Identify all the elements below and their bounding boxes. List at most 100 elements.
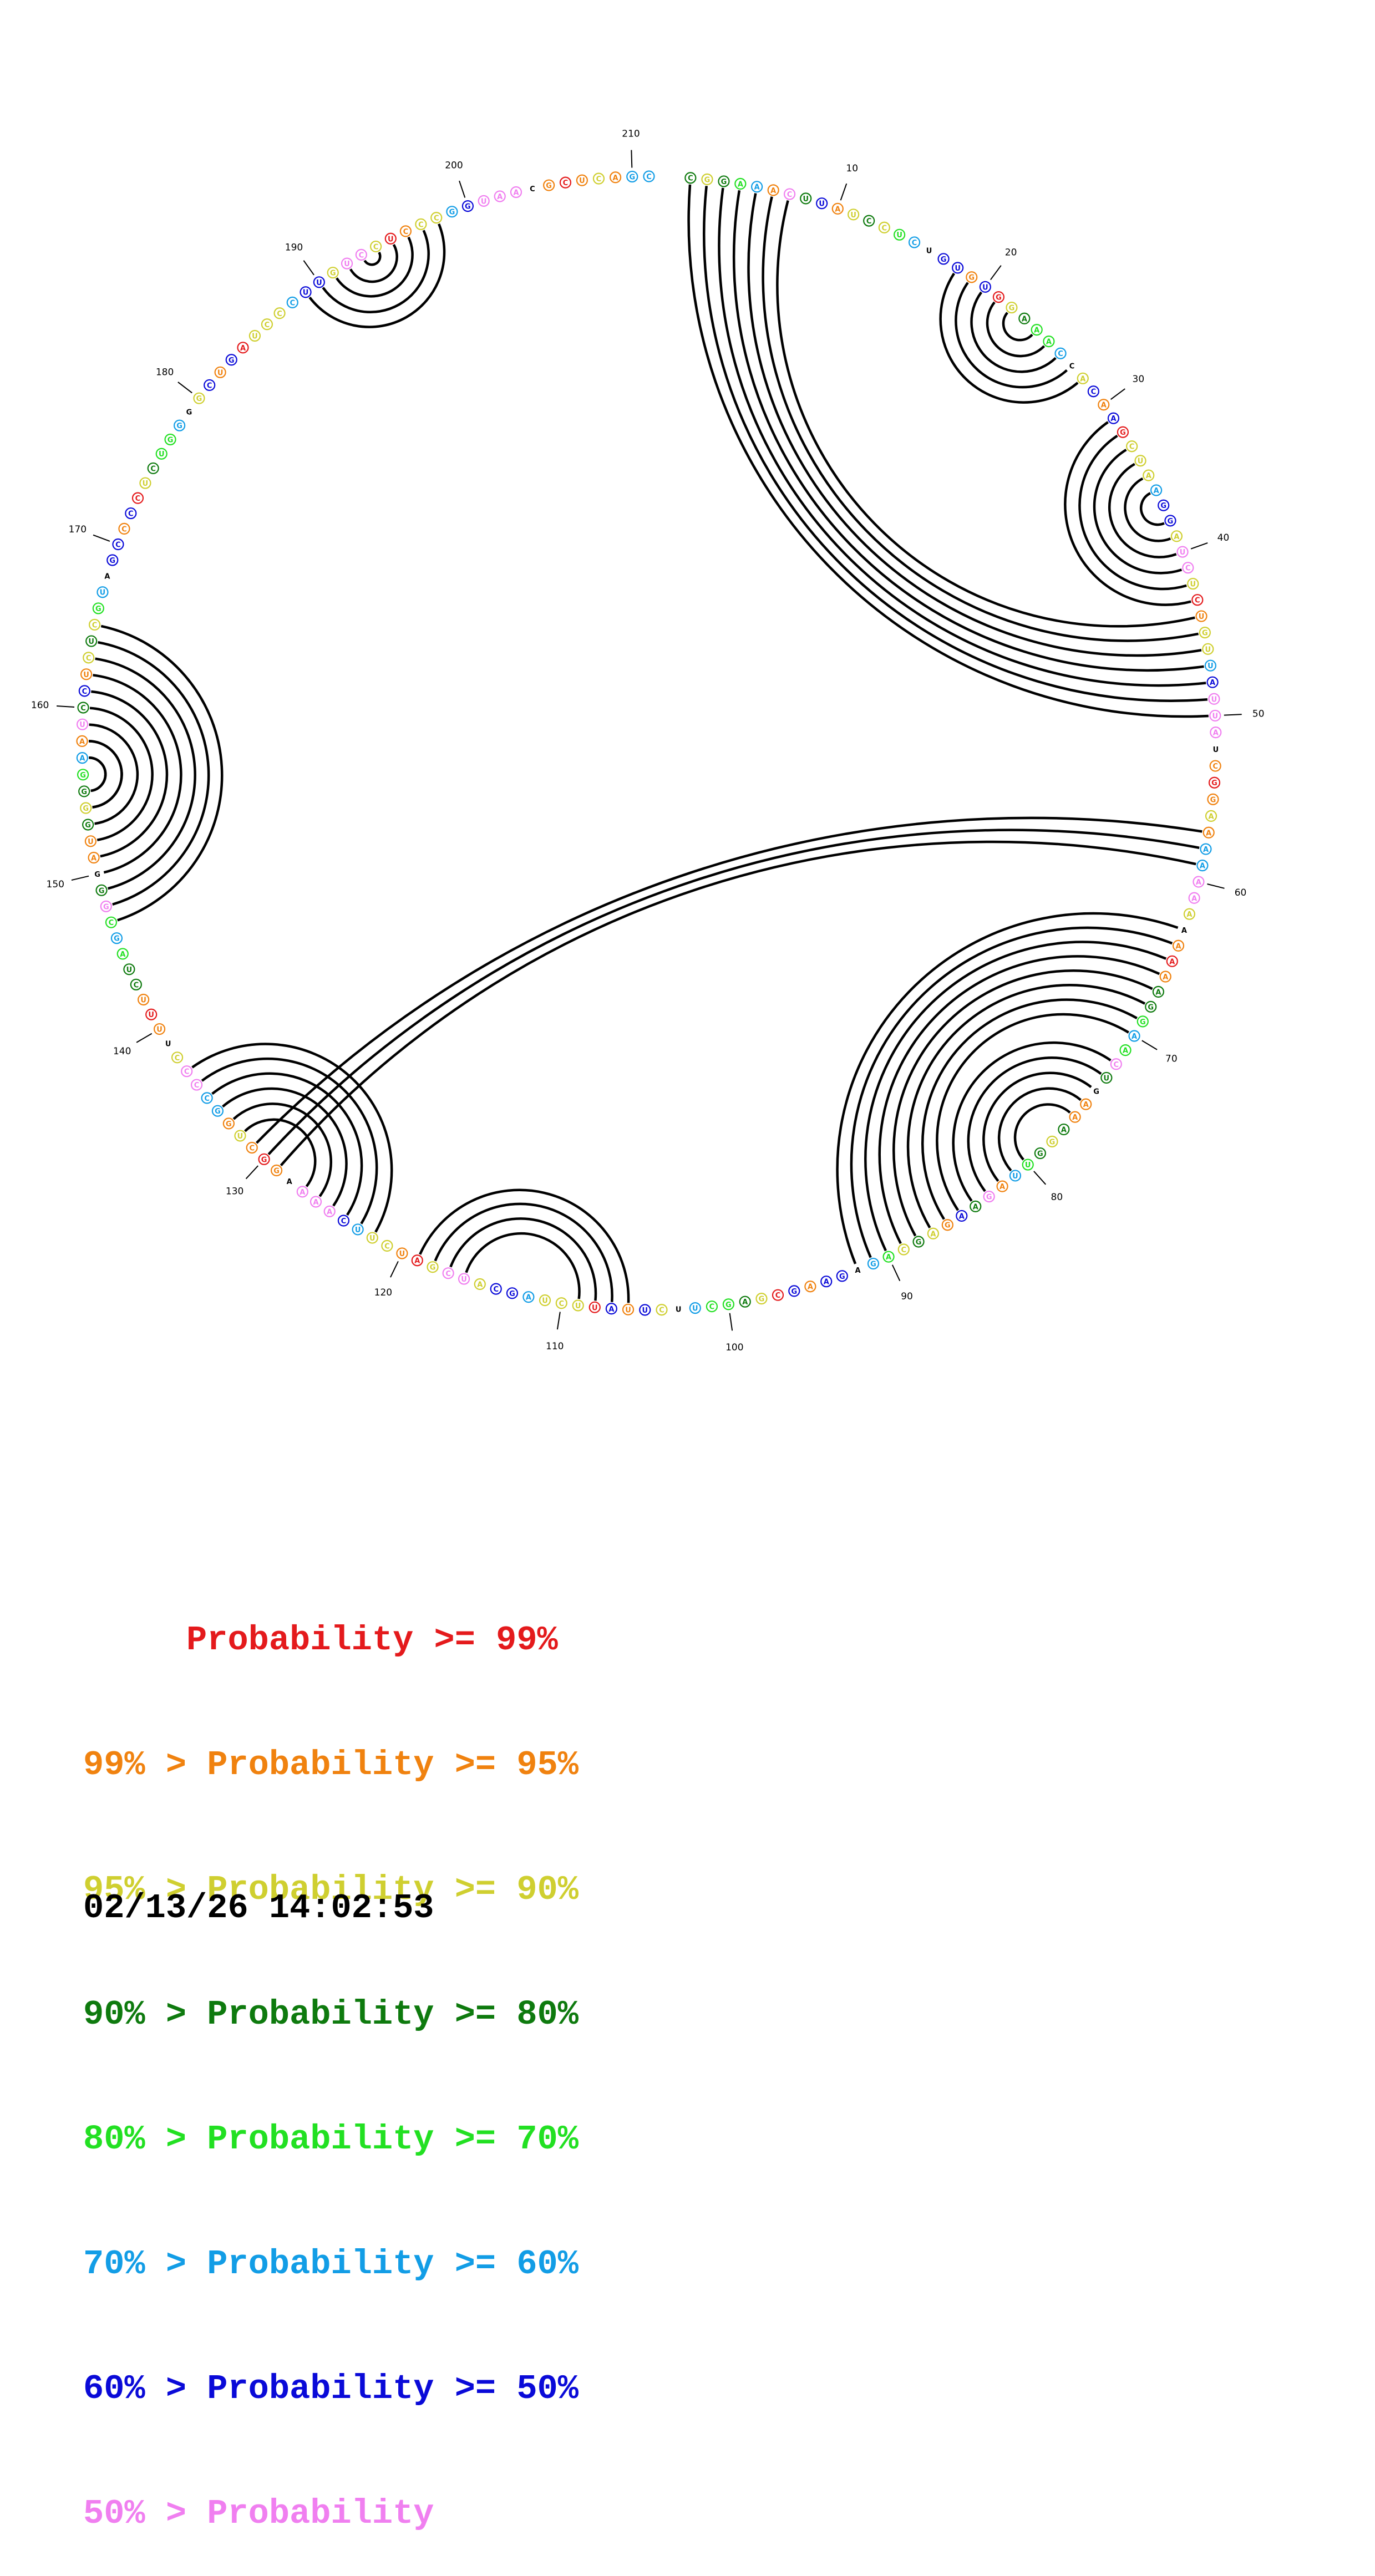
nucleotide: G <box>506 1287 519 1299</box>
svg-text:A: A <box>1169 958 1175 966</box>
svg-text:U: U <box>399 1250 405 1258</box>
svg-text:A: A <box>287 1178 292 1186</box>
svg-text:A: A <box>1132 1033 1137 1041</box>
nucleotide: G <box>788 1285 800 1297</box>
base-pair-arc <box>232 1102 333 1197</box>
index-tick <box>729 1313 733 1331</box>
timestamp: 02/13/26 14:02:53 <box>83 1888 434 1928</box>
nucleotide: G <box>836 1270 848 1282</box>
index-label: 180 <box>156 367 174 378</box>
svg-text:U: U <box>1205 646 1211 654</box>
base-pair-arc <box>280 840 1196 1166</box>
base-pair-arc <box>434 1202 613 1302</box>
nucleotide: A <box>1166 955 1178 967</box>
svg-text:G: G <box>1140 1018 1146 1027</box>
svg-text:A: A <box>1174 533 1179 541</box>
svg-text:G: G <box>449 209 455 217</box>
svg-text:C: C <box>688 175 693 183</box>
svg-text:A: A <box>959 1212 965 1221</box>
nucleotide: C <box>1126 440 1138 453</box>
svg-text:U: U <box>1025 1161 1031 1170</box>
base-pair-arc <box>244 1118 317 1187</box>
nucleotide: G <box>211 1105 224 1117</box>
svg-text:C: C <box>775 1292 781 1300</box>
svg-text:G: G <box>273 1167 280 1176</box>
nucleotide: A <box>522 1291 535 1303</box>
index-tick <box>1190 542 1208 550</box>
nucleotide: U <box>138 993 150 1006</box>
nucleotide: C <box>337 1215 350 1227</box>
index-label: 80 <box>1051 1192 1063 1203</box>
nucleotide: C <box>190 1079 203 1091</box>
svg-text:A: A <box>1123 1047 1128 1055</box>
base-pair-arc <box>98 641 210 906</box>
svg-text:C: C <box>134 981 139 989</box>
nucleotide: G <box>92 602 104 614</box>
nucleotide: A <box>1152 985 1164 998</box>
svg-text:G: G <box>1202 629 1208 638</box>
svg-text:G: G <box>330 270 336 278</box>
base-pair-arc <box>191 1043 393 1233</box>
svg-text:U: U <box>1012 1172 1018 1181</box>
index-label: 40 <box>1217 532 1230 543</box>
nucleotide: U <box>76 718 89 730</box>
nucleotide: C <box>131 492 144 504</box>
nucleotide: U <box>1210 744 1221 755</box>
index-label: 210 <box>622 128 640 139</box>
svg-text:A: A <box>497 193 503 201</box>
nucleotide: C <box>1066 360 1077 371</box>
nucleotide: A <box>1128 1030 1140 1042</box>
svg-text:A: A <box>1208 812 1214 821</box>
index-tick <box>1033 1171 1047 1185</box>
base-pair-arc <box>222 1087 348 1207</box>
svg-text:G: G <box>114 935 120 943</box>
nucleotide: U <box>123 963 135 975</box>
svg-text:U: U <box>388 235 394 243</box>
svg-text:A: A <box>930 1230 936 1238</box>
svg-text:G: G <box>215 1107 221 1116</box>
svg-text:C: C <box>115 541 121 550</box>
nucleotide: C <box>201 1092 213 1104</box>
nucleotide: U <box>396 1247 408 1259</box>
nucleotide: A <box>1210 726 1222 739</box>
nucleotide: A <box>116 948 129 960</box>
svg-text:C: C <box>596 175 602 184</box>
nucleotide: C <box>1209 760 1221 772</box>
svg-text:U: U <box>1180 548 1186 557</box>
nucleotide: A <box>882 1251 895 1263</box>
nucleotide: U <box>1176 546 1189 558</box>
nucleotide: A <box>1031 324 1043 336</box>
nucleotide: A <box>927 1227 940 1239</box>
nucleotide: G <box>327 266 339 279</box>
nucleotide: A <box>1058 1123 1070 1136</box>
index-tick <box>990 265 1002 281</box>
svg-text:C: C <box>1058 350 1063 358</box>
svg-text:A: A <box>104 573 110 581</box>
svg-text:C: C <box>418 221 424 229</box>
nucleotide: G <box>164 433 176 446</box>
nucleotide: G <box>1034 1147 1046 1160</box>
nucleotide: C <box>381 1239 393 1252</box>
svg-text:A: A <box>1155 988 1161 997</box>
svg-text:C: C <box>563 179 569 187</box>
svg-text:C: C <box>373 243 379 251</box>
base-pair-arc <box>936 1013 1129 1211</box>
svg-text:U: U <box>1199 613 1205 621</box>
svg-text:G: G <box>1148 1003 1154 1012</box>
nucleotide: U <box>313 276 325 288</box>
svg-text:A: A <box>1101 402 1107 410</box>
svg-text:U: U <box>148 1011 154 1019</box>
index-label: 110 <box>546 1341 564 1352</box>
nucleotide: C <box>643 170 655 182</box>
base-pair-arc <box>89 707 154 841</box>
svg-text:C: C <box>184 1068 190 1076</box>
nucleotide: G <box>1145 1000 1157 1013</box>
base-pair-arc <box>718 187 1206 687</box>
svg-text:A: A <box>835 205 840 214</box>
nucleotide: A <box>474 1278 486 1290</box>
svg-text:U: U <box>252 332 258 341</box>
svg-text:U: U <box>88 838 94 846</box>
base-pair-arc <box>255 816 1203 1144</box>
svg-text:A: A <box>1163 973 1168 982</box>
nucleotide: U <box>139 477 151 489</box>
